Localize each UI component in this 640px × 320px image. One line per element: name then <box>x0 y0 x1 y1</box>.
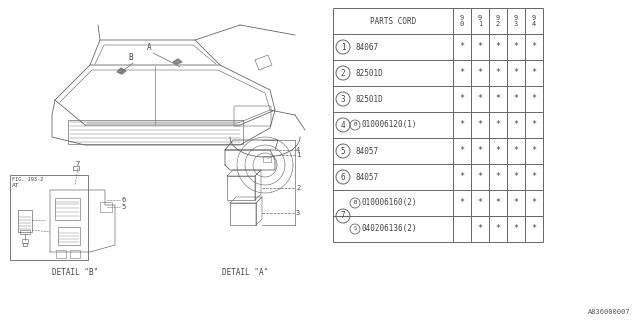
Text: *: * <box>495 94 500 103</box>
Bar <box>263 156 271 162</box>
Polygon shape <box>173 59 182 64</box>
Bar <box>22 239 28 243</box>
Text: 2: 2 <box>296 185 300 191</box>
Text: *: * <box>513 68 518 77</box>
Text: 7: 7 <box>76 161 80 167</box>
Text: *: * <box>495 121 500 130</box>
Text: 1: 1 <box>340 43 346 52</box>
Text: 5: 5 <box>121 204 125 210</box>
Bar <box>10 175 88 260</box>
Text: *: * <box>477 198 483 207</box>
Text: *: * <box>460 198 465 207</box>
Bar <box>58 227 80 245</box>
Text: B: B <box>128 53 132 62</box>
Bar <box>23 243 27 246</box>
Text: 9
2: 9 2 <box>496 15 500 27</box>
Text: B: B <box>353 123 356 127</box>
Text: *: * <box>477 68 483 77</box>
Text: *: * <box>460 121 465 130</box>
Text: *: * <box>477 172 483 181</box>
Text: 5: 5 <box>340 147 346 156</box>
Text: *: * <box>513 147 518 156</box>
Text: S: S <box>353 227 356 231</box>
Text: *: * <box>495 68 500 77</box>
Text: 82501D: 82501D <box>356 68 384 77</box>
Text: B: B <box>353 201 356 205</box>
Text: 2: 2 <box>340 68 346 77</box>
Text: *: * <box>531 225 536 234</box>
Text: *: * <box>477 225 483 234</box>
Bar <box>73 166 79 170</box>
Text: 4: 4 <box>340 121 346 130</box>
Text: *: * <box>477 121 483 130</box>
Bar <box>56 250 66 258</box>
Text: *: * <box>477 43 483 52</box>
Text: 7: 7 <box>340 212 346 220</box>
Text: PARTS CORD: PARTS CORD <box>370 17 416 26</box>
Text: *: * <box>495 147 500 156</box>
Text: *: * <box>513 94 518 103</box>
Text: 9
4: 9 4 <box>532 15 536 27</box>
Text: *: * <box>460 172 465 181</box>
Text: *: * <box>531 172 536 181</box>
Bar <box>230 203 256 225</box>
Text: DETAIL "B": DETAIL "B" <box>52 268 98 277</box>
Text: DETAIL "A": DETAIL "A" <box>222 268 268 277</box>
Text: 84057: 84057 <box>356 172 379 181</box>
Text: 6: 6 <box>121 197 125 203</box>
Text: 9
3: 9 3 <box>514 15 518 27</box>
Text: 4: 4 <box>296 147 300 153</box>
Bar <box>100 202 112 212</box>
Text: *: * <box>477 94 483 103</box>
Text: *: * <box>460 43 465 52</box>
Text: *: * <box>513 225 518 234</box>
Text: 9
1: 9 1 <box>478 15 482 27</box>
Text: 040206136(2): 040206136(2) <box>361 225 417 234</box>
Text: *: * <box>531 121 536 130</box>
Bar <box>55 198 80 220</box>
Text: 1: 1 <box>296 152 300 158</box>
Text: 010006160(2): 010006160(2) <box>361 198 417 207</box>
Bar <box>70 250 80 258</box>
Text: *: * <box>477 147 483 156</box>
Text: *: * <box>513 121 518 130</box>
Text: *: * <box>460 68 465 77</box>
Text: 3: 3 <box>340 94 346 103</box>
Text: *: * <box>531 43 536 52</box>
Text: FIG. 193-2: FIG. 193-2 <box>12 177 44 182</box>
Text: A: A <box>147 43 152 52</box>
Text: 6: 6 <box>340 172 346 181</box>
Text: *: * <box>513 172 518 181</box>
Bar <box>20 230 30 234</box>
Text: *: * <box>513 198 518 207</box>
Text: *: * <box>513 43 518 52</box>
Text: AT: AT <box>12 183 19 188</box>
Text: *: * <box>531 147 536 156</box>
Text: A836000007: A836000007 <box>588 309 630 315</box>
Text: 84067: 84067 <box>356 43 379 52</box>
Text: 9
0: 9 0 <box>460 15 464 27</box>
Text: *: * <box>460 94 465 103</box>
Text: 010006120(1): 010006120(1) <box>361 121 417 130</box>
Polygon shape <box>117 68 126 74</box>
Bar <box>227 176 255 200</box>
Text: 3: 3 <box>296 210 300 216</box>
Bar <box>68 120 243 144</box>
Text: *: * <box>531 68 536 77</box>
Text: *: * <box>495 198 500 207</box>
Text: *: * <box>531 94 536 103</box>
Text: *: * <box>460 147 465 156</box>
Text: 82501D: 82501D <box>356 94 384 103</box>
Bar <box>18 210 32 232</box>
Text: 84057: 84057 <box>356 147 379 156</box>
Text: *: * <box>495 43 500 52</box>
Text: *: * <box>531 198 536 207</box>
Text: *: * <box>495 172 500 181</box>
Text: *: * <box>495 225 500 234</box>
